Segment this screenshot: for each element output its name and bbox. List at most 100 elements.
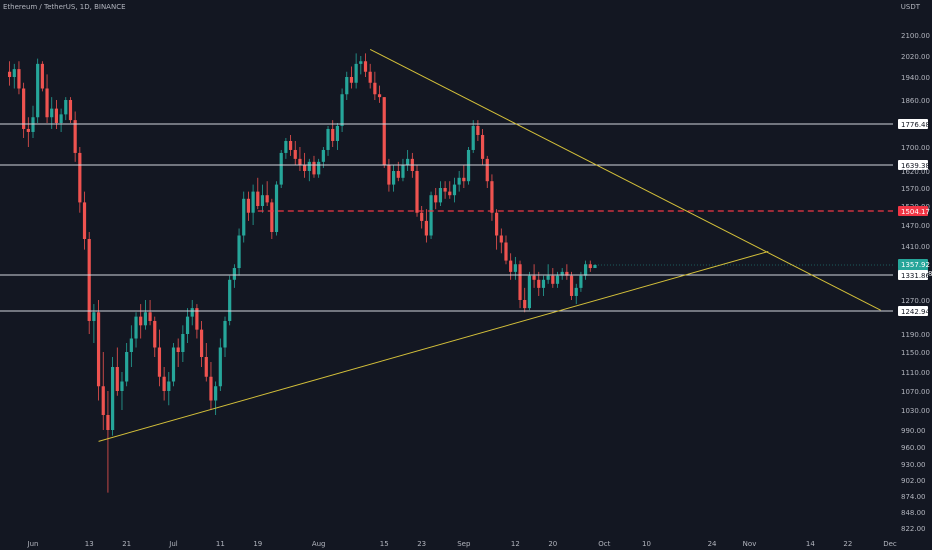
candle-body — [443, 188, 447, 192]
price-tick: 1700.00 — [901, 144, 930, 152]
candle — [509, 253, 513, 280]
candle-body — [574, 287, 578, 296]
candle — [181, 325, 185, 362]
candle-body — [588, 264, 592, 269]
price-tick-label: 1639.38 — [901, 162, 930, 170]
candle-body — [167, 381, 171, 391]
candle — [125, 343, 129, 387]
candle-body — [153, 320, 157, 348]
time-tick-label: 22 — [843, 540, 852, 548]
candle-body — [115, 367, 119, 391]
candle-body — [471, 125, 475, 150]
candle — [513, 256, 517, 280]
price-label-badge — [898, 206, 928, 216]
candle — [31, 105, 35, 138]
candle-body — [199, 329, 204, 357]
candle-body — [270, 202, 274, 232]
price-axis[interactable]: 2100.00 2020.00 1940.00 1860.00 1776.48 1700.… — [898, 32, 932, 533]
candle — [26, 117, 30, 147]
candle-body — [391, 171, 396, 185]
candle — [40, 61, 44, 92]
price-tick-label: 1570.00 — [901, 185, 930, 193]
candle — [368, 63, 372, 89]
candle-body — [415, 171, 419, 213]
candle — [569, 271, 574, 300]
price-tick-label: 2020.00 — [901, 53, 930, 61]
candle-body — [82, 202, 87, 239]
candle-body — [420, 212, 424, 221]
candle-body — [36, 63, 40, 118]
candle-body — [26, 128, 30, 132]
candle — [7, 61, 12, 86]
candle — [527, 271, 532, 311]
candle-body — [448, 191, 452, 196]
price-tick-label: 1242.94 — [901, 308, 930, 316]
candle-body — [307, 161, 311, 171]
time-tick-label: 10 — [642, 540, 651, 548]
candle — [345, 71, 349, 100]
candle-body — [354, 63, 358, 83]
price-tick-label: 1860.00 — [901, 97, 930, 105]
candle — [471, 120, 475, 153]
candle — [134, 312, 138, 348]
candle — [588, 260, 592, 272]
candle — [237, 228, 241, 276]
levels-layer — [0, 123, 893, 312]
candle — [584, 260, 588, 280]
candle — [251, 184, 255, 225]
candle — [340, 88, 344, 132]
candle — [218, 338, 222, 391]
price-tick-label: 1700.00 — [901, 144, 930, 152]
price-tick: 2020.00 — [901, 53, 930, 61]
candle — [78, 147, 82, 213]
candle-body — [237, 235, 241, 269]
candle-body — [293, 149, 297, 159]
candle — [541, 275, 546, 296]
candle — [335, 122, 339, 150]
candle-body — [31, 117, 35, 132]
time-tick-label: 12 — [511, 540, 520, 548]
price-tick-label: 1070.00 — [901, 388, 930, 396]
time-axis[interactable]: Jun 13 21 Jul 11 19 Aug 15 23 Sep 12 20 Oct 10 24 Nov 14… — [27, 540, 897, 548]
candle — [157, 329, 162, 387]
candle-body — [274, 184, 279, 232]
price-tick: 902.00 — [901, 477, 926, 485]
candle — [260, 184, 265, 213]
candle — [565, 264, 569, 280]
price-tick: 1357.92 — [898, 259, 930, 269]
candle-body — [7, 71, 12, 77]
candle — [22, 82, 26, 138]
time-tick-label: 21 — [122, 540, 131, 548]
candle-body — [284, 140, 288, 153]
price-tick-label: 1776.48 — [901, 121, 930, 129]
candle — [87, 232, 91, 334]
candle — [167, 372, 171, 406]
candle — [476, 120, 480, 141]
candle-body — [565, 271, 569, 276]
candle-body — [317, 161, 321, 175]
time-tick-label: 24 — [708, 540, 717, 548]
trendline[interactable] — [369, 48, 881, 311]
candle — [171, 343, 176, 387]
price-tick-label: 822.00 — [901, 525, 926, 533]
price-tick: 822.00 — [901, 525, 926, 533]
candle-body — [523, 300, 527, 309]
candle — [223, 316, 227, 357]
price-tick: 1504.17 — [898, 206, 930, 216]
candle-body — [452, 184, 457, 196]
candle — [195, 304, 199, 339]
candle-body — [382, 97, 386, 165]
price-tick: 960.00 — [901, 444, 926, 452]
price-tick: 930.00 — [901, 461, 926, 469]
candle-body — [509, 260, 513, 272]
candle — [284, 137, 288, 159]
trendline[interactable] — [98, 250, 769, 442]
candle-body — [101, 386, 105, 415]
candle — [101, 352, 105, 430]
candle — [485, 155, 489, 188]
time-tick-label: 19 — [253, 540, 262, 548]
candle-body — [171, 347, 176, 382]
candle — [321, 147, 325, 168]
candle-body — [518, 264, 522, 300]
